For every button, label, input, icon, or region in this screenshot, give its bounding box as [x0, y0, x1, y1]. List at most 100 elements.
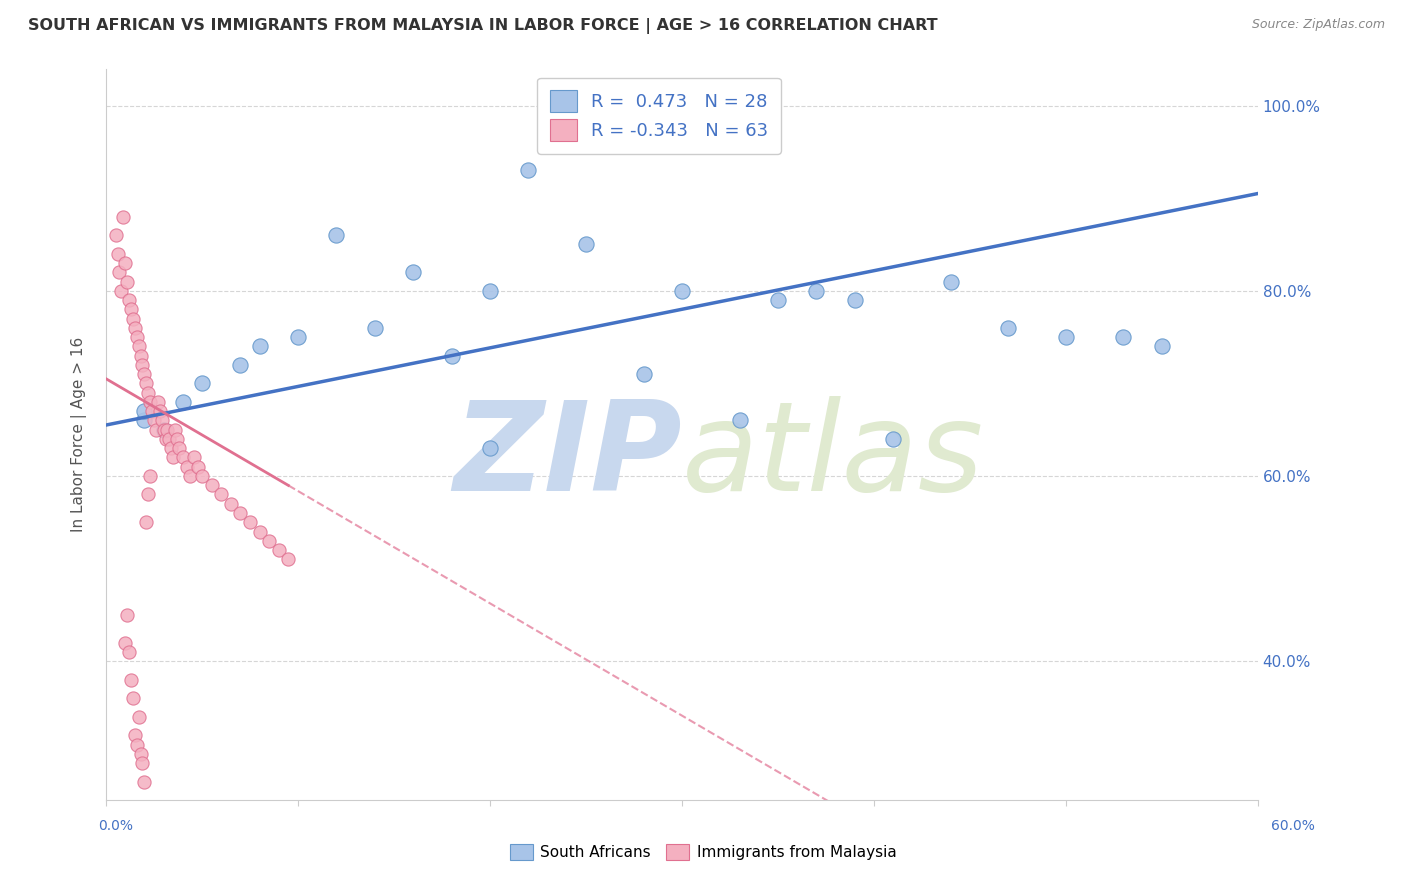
Point	[478, 441, 501, 455]
Point	[1112, 330, 1135, 344]
Point	[115, 275, 138, 289]
Text: SOUTH AFRICAN VS IMMIGRANTS FROM MALAYSIA IN LABOR FORCE | AGE > 16 CORRELATION : SOUTH AFRICAN VS IMMIGRANTS FROM MALAYSI…	[28, 18, 938, 34]
Text: Source: ZipAtlas.com: Source: ZipAtlas.com	[1251, 18, 1385, 31]
Point	[402, 265, 425, 279]
Point	[157, 432, 180, 446]
Point	[478, 284, 501, 298]
Point	[187, 459, 209, 474]
Point	[146, 395, 169, 409]
Point	[141, 404, 163, 418]
Point	[136, 385, 159, 400]
Point	[110, 284, 132, 298]
Point	[166, 432, 188, 446]
Point	[257, 533, 280, 548]
Point	[997, 320, 1019, 334]
Point	[517, 163, 540, 178]
Point	[229, 506, 252, 520]
Point	[440, 349, 463, 363]
Point	[120, 302, 142, 317]
Point	[209, 487, 232, 501]
Point	[229, 358, 252, 372]
Point	[125, 330, 148, 344]
Point	[176, 459, 198, 474]
Point	[806, 284, 828, 298]
Point	[200, 478, 222, 492]
Point	[114, 635, 136, 649]
Point	[219, 497, 242, 511]
Point	[121, 691, 143, 706]
Point	[125, 738, 148, 752]
Legend: South Africans, Immigrants from Malaysia: South Africans, Immigrants from Malaysia	[503, 838, 903, 866]
Point	[104, 228, 127, 243]
Point	[139, 469, 162, 483]
Point	[249, 524, 271, 539]
Point	[191, 376, 214, 391]
Legend: R =  0.473   N = 28, R = -0.343   N = 63: R = 0.473 N = 28, R = -0.343 N = 63	[537, 78, 780, 154]
Point	[135, 376, 157, 391]
Point	[277, 552, 299, 566]
Point	[134, 404, 156, 418]
Point	[139, 395, 162, 409]
Point	[129, 747, 152, 761]
Point	[325, 228, 347, 243]
Point	[1150, 339, 1173, 353]
Text: 60.0%: 60.0%	[1271, 819, 1315, 832]
Text: 0.0%: 0.0%	[98, 819, 134, 832]
Point	[671, 284, 693, 298]
Point	[882, 432, 904, 446]
Point	[575, 237, 598, 252]
Point	[165, 423, 187, 437]
Point	[118, 645, 141, 659]
Point	[728, 413, 751, 427]
Point	[128, 710, 150, 724]
Point	[143, 413, 166, 427]
Point	[108, 265, 131, 279]
Point	[129, 349, 152, 363]
Point	[364, 320, 387, 334]
Point	[191, 469, 214, 483]
Point	[183, 450, 205, 465]
Point	[766, 293, 789, 307]
Point	[134, 413, 156, 427]
Point	[136, 487, 159, 501]
Point	[172, 395, 194, 409]
Point	[134, 774, 156, 789]
Point	[107, 246, 129, 260]
Point	[112, 210, 135, 224]
Point	[124, 320, 146, 334]
Text: ZIP: ZIP	[453, 396, 682, 516]
Point	[134, 367, 156, 381]
Point	[149, 404, 172, 418]
Point	[287, 330, 309, 344]
Point	[150, 413, 173, 427]
Point	[1054, 330, 1077, 344]
Point	[114, 256, 136, 270]
Point	[160, 441, 183, 455]
Point	[135, 516, 157, 530]
Point	[162, 450, 184, 465]
Point	[633, 367, 655, 381]
Point	[118, 293, 141, 307]
Point	[156, 423, 179, 437]
Point	[172, 450, 194, 465]
Text: atlas: atlas	[682, 396, 984, 516]
Point	[155, 432, 177, 446]
Point	[844, 293, 866, 307]
Point	[939, 275, 962, 289]
Point	[124, 728, 146, 742]
Point	[239, 516, 262, 530]
Point	[167, 441, 190, 455]
Point	[131, 358, 153, 372]
Point	[249, 339, 271, 353]
Point	[128, 339, 150, 353]
Point	[152, 423, 174, 437]
Point	[121, 311, 143, 326]
Point	[115, 607, 138, 622]
Point	[120, 673, 142, 687]
Point	[267, 543, 290, 558]
Point	[152, 423, 174, 437]
Y-axis label: In Labor Force | Age > 16: In Labor Force | Age > 16	[72, 336, 87, 532]
Point	[131, 756, 153, 770]
Point	[145, 423, 167, 437]
Point	[179, 469, 201, 483]
